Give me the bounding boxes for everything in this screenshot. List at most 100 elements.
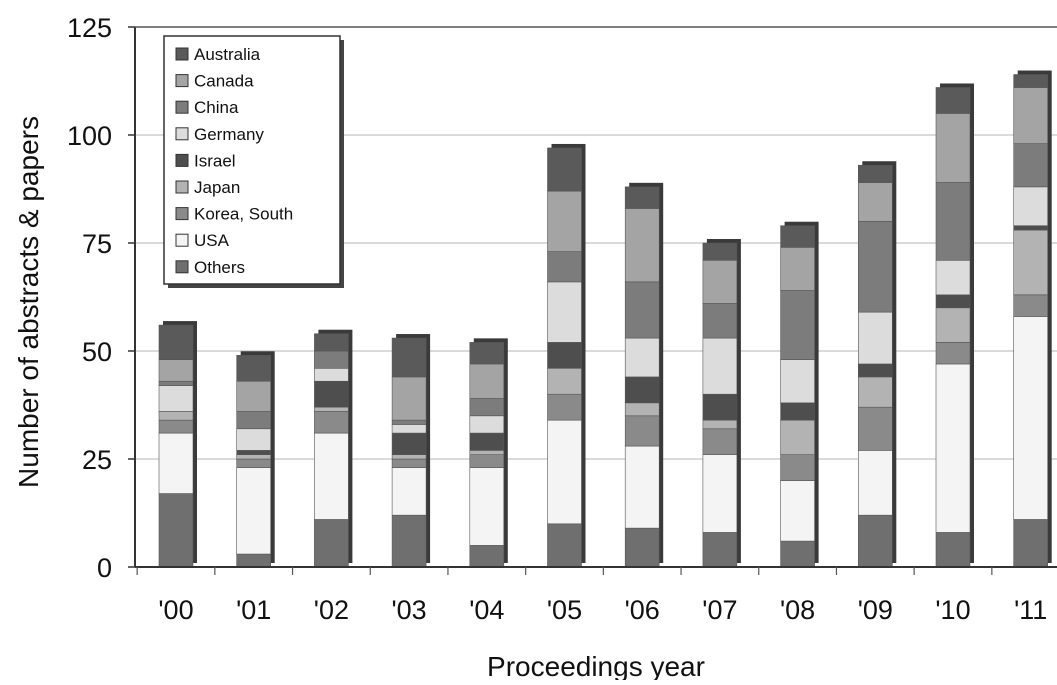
legend-swatch xyxy=(175,47,189,61)
x-axis-title: Proceedings year xyxy=(487,651,705,680)
bar-segment xyxy=(314,367,349,382)
bar-segment xyxy=(702,428,738,455)
bar-segment xyxy=(391,454,427,460)
bar-segment xyxy=(1013,229,1049,296)
legend-label: Germany xyxy=(194,125,264,144)
bar-segment xyxy=(158,419,194,434)
bar-segment xyxy=(391,467,427,516)
x-tick-label: '10 xyxy=(935,595,970,625)
bar-segment xyxy=(391,514,427,568)
bar-segment xyxy=(780,225,815,248)
bar-segment xyxy=(702,259,738,304)
x-tick-label: '11 xyxy=(1014,595,1047,625)
bar-segment xyxy=(469,363,505,399)
bar-segment xyxy=(780,540,815,568)
bar-segment xyxy=(702,242,738,261)
bar-segment xyxy=(702,393,738,421)
bar-segment xyxy=(857,164,893,183)
bar-segment xyxy=(391,424,427,434)
legend-label: Canada xyxy=(194,72,254,91)
bar-segment xyxy=(702,454,738,533)
y-tick-label: 75 xyxy=(82,229,112,259)
bar-segment xyxy=(314,519,349,568)
bar-segment xyxy=(935,307,971,343)
bar-segment xyxy=(391,376,427,421)
x-tick-label: '07 xyxy=(702,595,737,625)
bar-segment xyxy=(857,514,893,568)
bar-segment xyxy=(624,527,660,568)
x-tick-label: '05 xyxy=(547,595,582,625)
y-tick-label: 125 xyxy=(67,13,112,43)
bar-segment xyxy=(624,281,660,339)
bar-segment xyxy=(935,87,971,114)
bar-segment xyxy=(935,532,971,568)
legend-swatch xyxy=(175,127,189,141)
y-tick-label: 25 xyxy=(82,445,112,475)
bar-segment xyxy=(158,493,194,568)
bar-segment xyxy=(547,367,582,395)
bar-segment xyxy=(857,406,893,451)
bar-segment xyxy=(547,342,582,369)
x-tick-label: '00 xyxy=(158,595,193,625)
bar-segment xyxy=(547,419,582,525)
bar-segment xyxy=(780,359,815,404)
bar-segment xyxy=(314,432,349,520)
bar-segment xyxy=(391,458,427,468)
x-tick-label: '09 xyxy=(858,595,893,625)
bar-segment xyxy=(314,333,349,352)
bar-segment xyxy=(780,402,815,421)
x-tick-label: '04 xyxy=(469,595,504,625)
bar-segment xyxy=(547,281,582,343)
y-tick-label: 50 xyxy=(82,337,112,367)
bar-segment xyxy=(469,342,505,365)
bar-segment xyxy=(314,380,349,408)
bar-segment xyxy=(469,415,505,434)
legend-swatch xyxy=(175,207,189,221)
bar-segment xyxy=(624,402,660,417)
bar-segment xyxy=(1013,316,1049,520)
bar-segment xyxy=(857,376,893,408)
bar-segment xyxy=(702,337,738,395)
bar-segment xyxy=(624,445,660,529)
bar-segment xyxy=(236,355,271,382)
bar-segment xyxy=(547,190,582,252)
bar-segment xyxy=(1013,186,1049,227)
bar-segment xyxy=(780,454,815,481)
bar-segment xyxy=(624,376,660,404)
bar-segment xyxy=(158,385,194,412)
bar-segment xyxy=(624,186,660,209)
legend-label: Korea, South xyxy=(194,205,293,224)
bar-segment xyxy=(547,393,582,421)
bar-segment xyxy=(314,411,349,434)
bar-segment xyxy=(314,406,349,412)
bar-segment xyxy=(857,363,893,378)
legend-swatch xyxy=(175,100,189,114)
bar-segment xyxy=(469,432,505,451)
x-tick-label: '01 xyxy=(236,595,271,625)
bar-segment xyxy=(780,290,815,360)
x-tick-label: '02 xyxy=(314,595,349,625)
bar-segment xyxy=(935,342,971,365)
bar-segment xyxy=(857,311,893,365)
bar-segment xyxy=(935,182,971,261)
bar-segment xyxy=(935,294,971,309)
bar-segment xyxy=(236,458,271,468)
bar-segment xyxy=(624,415,660,447)
bar-segment xyxy=(236,467,271,555)
bar-segment xyxy=(158,380,194,386)
bar-segment xyxy=(158,432,194,494)
bar-segment xyxy=(469,454,505,468)
y-tick-label: 0 xyxy=(97,553,112,583)
bar-segment xyxy=(857,450,893,516)
legend-swatch xyxy=(175,180,189,194)
legend-label: USA xyxy=(194,231,230,250)
bar-segment xyxy=(624,337,660,378)
bar-segment xyxy=(236,380,271,412)
bar-segment xyxy=(935,363,971,533)
bar-segment xyxy=(391,432,427,455)
legend-swatch xyxy=(175,233,189,247)
bar-segment xyxy=(935,113,971,183)
bar-segment xyxy=(236,553,271,568)
bar-segment xyxy=(547,523,582,568)
